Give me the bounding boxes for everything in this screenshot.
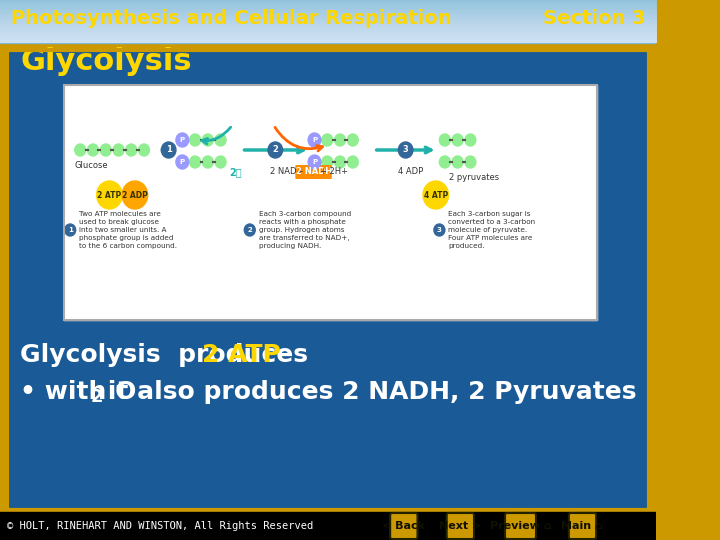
Circle shape <box>465 134 476 146</box>
Circle shape <box>452 134 463 146</box>
Bar <box>7 50 649 510</box>
FancyBboxPatch shape <box>295 165 332 179</box>
Bar <box>0 0 657 43</box>
Text: Main ⌂: Main ⌂ <box>562 521 603 531</box>
FancyBboxPatch shape <box>569 513 596 539</box>
Circle shape <box>96 181 122 209</box>
Text: < Back: < Back <box>382 521 426 531</box>
Circle shape <box>439 134 450 146</box>
Text: Next >: Next > <box>439 521 482 531</box>
Text: P: P <box>312 159 317 165</box>
Text: + 2H+: + 2H+ <box>320 167 348 177</box>
Text: Glycolysis  produces: Glycolysis produces <box>20 343 317 367</box>
Circle shape <box>398 142 413 158</box>
Text: P: P <box>180 137 185 143</box>
Circle shape <box>215 134 226 146</box>
Text: 1: 1 <box>68 227 73 233</box>
Text: 3: 3 <box>402 145 408 154</box>
Text: Glucose: Glucose <box>74 161 108 171</box>
Circle shape <box>215 156 226 168</box>
Circle shape <box>202 134 213 146</box>
FancyBboxPatch shape <box>505 513 536 539</box>
Circle shape <box>465 156 476 168</box>
Text: Two ATP molecules are
used to break glucose
into two smaller units. A
phosphate : Two ATP molecules are used to break gluc… <box>79 211 177 249</box>
Text: 1: 1 <box>166 145 171 154</box>
Circle shape <box>126 144 137 156</box>
Circle shape <box>434 224 445 236</box>
Text: 2Ⓟ: 2Ⓟ <box>229 167 241 177</box>
Bar <box>7 50 649 510</box>
Text: 2: 2 <box>272 145 278 154</box>
Circle shape <box>138 144 150 156</box>
Text: 2 NAD+: 2 NAD+ <box>271 167 304 177</box>
Text: P: P <box>180 159 185 165</box>
Text: 2 pyruvates: 2 pyruvates <box>449 172 499 181</box>
Circle shape <box>347 134 359 146</box>
Circle shape <box>75 144 86 156</box>
Circle shape <box>88 144 99 156</box>
Circle shape <box>423 181 449 209</box>
Circle shape <box>347 156 359 168</box>
Circle shape <box>335 156 346 168</box>
FancyBboxPatch shape <box>390 513 418 539</box>
Text: it also produces 2 NADH, 2 Pyruvates: it also produces 2 NADH, 2 Pyruvates <box>99 380 636 404</box>
Circle shape <box>322 134 333 146</box>
Bar <box>64 85 597 320</box>
Text: Photosynthesis and Cellular Respiration: Photosynthesis and Cellular Respiration <box>11 9 451 28</box>
Circle shape <box>308 133 321 147</box>
Text: © HOLT, RINEHART AND WINSTON, All Rights Reserved: © HOLT, RINEHART AND WINSTON, All Rights… <box>7 521 313 531</box>
Text: 2 NADH: 2 NADH <box>295 167 332 177</box>
Circle shape <box>322 156 333 168</box>
Circle shape <box>65 224 76 236</box>
Text: 2 ATP: 2 ATP <box>202 343 281 367</box>
Circle shape <box>161 142 176 158</box>
FancyBboxPatch shape <box>446 513 474 539</box>
Text: 2: 2 <box>248 227 252 233</box>
Circle shape <box>244 224 256 236</box>
Circle shape <box>189 156 201 168</box>
Text: • with O: • with O <box>20 380 136 404</box>
Circle shape <box>268 142 282 158</box>
Bar <box>64 85 597 320</box>
Circle shape <box>439 156 450 168</box>
Circle shape <box>335 134 346 146</box>
Circle shape <box>189 134 201 146</box>
Text: Each 3-carbon compound
reacts with a phosphate
group. Hydrogen atoms
are transfe: Each 3-carbon compound reacts with a pho… <box>259 211 351 249</box>
Text: 2: 2 <box>91 388 103 406</box>
Text: 4 ADP: 4 ADP <box>397 167 423 177</box>
Text: Preview ⌂: Preview ⌂ <box>490 521 552 531</box>
Circle shape <box>113 144 124 156</box>
Text: Each 3-carbon sugar is
converted to a 3-carbon
molecule of pyruvate.
Four ATP mo: Each 3-carbon sugar is converted to a 3-… <box>449 211 536 249</box>
Circle shape <box>452 156 463 168</box>
Circle shape <box>308 155 321 169</box>
Text: Section 3: Section 3 <box>543 9 645 28</box>
Circle shape <box>122 181 148 209</box>
Text: 4 ATP: 4 ATP <box>423 191 448 199</box>
Circle shape <box>176 133 189 147</box>
Circle shape <box>176 155 189 169</box>
Text: 2 ADP: 2 ADP <box>122 191 148 199</box>
Circle shape <box>100 144 111 156</box>
Bar <box>0 512 657 540</box>
Text: Glycolysis: Glycolysis <box>20 48 192 77</box>
Text: P: P <box>312 137 317 143</box>
Text: 2 ATP: 2 ATP <box>97 191 122 199</box>
Text: 3: 3 <box>437 227 442 233</box>
Circle shape <box>202 156 213 168</box>
